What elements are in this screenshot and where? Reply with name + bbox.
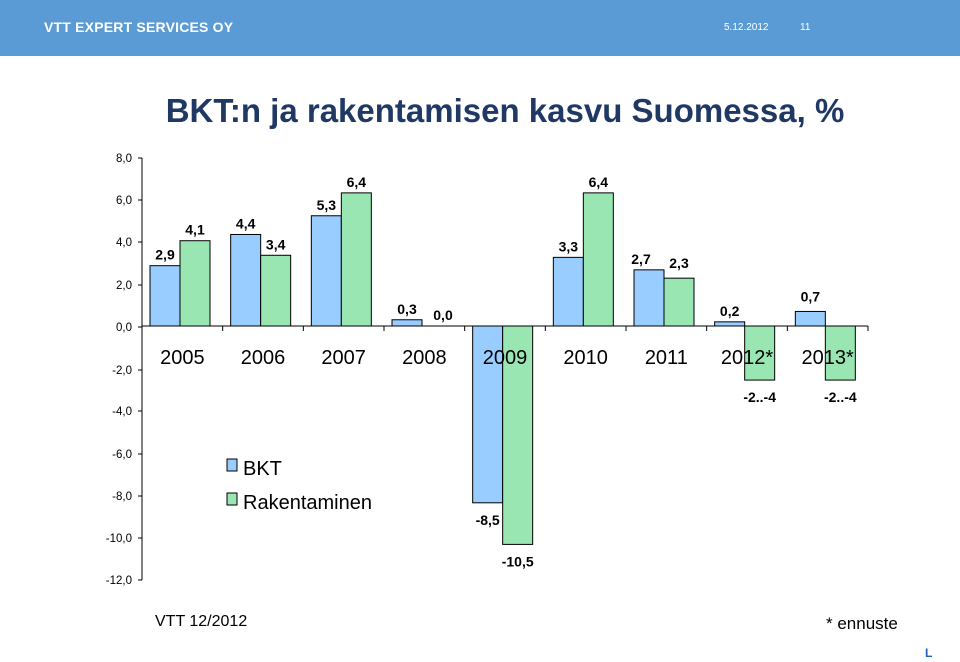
data-label: 3,3 (559, 238, 579, 254)
data-labels-group: 2,9 4,1 4,4 3,4 5,3 6,4 0,3 0,0 -8,5 -10,5 3,3 6,4 2… (155, 174, 857, 570)
y-tick-label: 6,0 (116, 195, 132, 207)
source-note: VTT 12/2012 (155, 613, 248, 630)
data-label: 0,7 (801, 288, 821, 304)
legend-swatch (226, 492, 238, 506)
legend: BKT Rakentaminen (226, 458, 372, 514)
bar-bkt (472, 325, 504, 504)
y-tick-label: -4,0 (112, 406, 132, 418)
bar-bkt (633, 269, 665, 327)
bar-bkt (714, 321, 746, 327)
bar-bkt (794, 310, 826, 327)
legend-swatch (226, 458, 238, 472)
y-tick-label: -6,0 (112, 449, 132, 461)
bar-rakentaminen (582, 192, 614, 327)
bar-rakentaminen (824, 325, 856, 381)
data-label: 4,1 (185, 222, 205, 238)
data-label: 0,0 (433, 307, 453, 323)
y-tick-label: -2,0 (112, 365, 132, 377)
header-bar: VTT EXPERT SERVICES OY 5.12.2012 11 (0, 0, 960, 56)
data-label: 2,3 (669, 255, 689, 271)
slide-date: 5.12.2012 (724, 22, 769, 33)
bars-group (149, 192, 856, 545)
x-axis: 2005 2006 2007 2008 2009 2010 2011 2012* 2013* (141, 325, 869, 369)
x-tick-label: 2005 (160, 347, 205, 369)
legend-label: Rakentaminen (243, 492, 372, 514)
bar-rakentaminen (663, 277, 695, 327)
y-tick-label: 8,0 (116, 153, 132, 165)
bar-bkt (552, 256, 584, 327)
data-label: 3,4 (266, 236, 286, 252)
bar-rakentaminen (744, 325, 776, 381)
x-tick-label: 2010 (563, 347, 608, 369)
data-label: 2,7 (631, 251, 651, 267)
page-number: 11 (800, 22, 811, 33)
data-label: -8,5 (476, 512, 500, 528)
company-name: VTT EXPERT SERVICES OY (44, 19, 234, 35)
data-label: 5,3 (317, 197, 337, 213)
y-tick-label: -12,0 (106, 575, 132, 587)
data-label: 0,2 (720, 303, 740, 319)
x-tick-label: 2006 (241, 347, 286, 369)
bar-bkt (391, 319, 423, 327)
bar-rakentaminen (260, 254, 292, 327)
page-title: BKT:n ja rakentamisen kasvu Suomessa, % (165, 92, 845, 129)
x-tick-label: 2007 (321, 347, 366, 369)
x-tick-label: 2009 (483, 347, 528, 369)
x-tick-label: 2013* (802, 347, 854, 369)
data-label: 4,4 (236, 215, 256, 231)
x-tick-label: 2012* (721, 347, 773, 369)
y-tick-label: 2,0 (116, 280, 132, 292)
y-tick-label: 4,0 (116, 237, 132, 249)
data-label: 6,4 (347, 174, 367, 190)
y-tick-label: 0,0 (116, 322, 132, 334)
bar-rakentaminen (179, 240, 211, 327)
y-tick-label: -10,0 (106, 533, 132, 545)
data-label: 2,9 (155, 247, 175, 263)
legend-label: BKT (243, 458, 282, 480)
y-tick-label: -8,0 (112, 491, 132, 503)
vtt-logo: L (925, 646, 933, 660)
data-label: -10,5 (502, 553, 534, 569)
data-label: 6,4 (589, 174, 609, 190)
x-tick-label: 2011 (645, 347, 688, 369)
data-label: -2..-4 (824, 389, 857, 405)
forecast-note: * ennuste (826, 614, 898, 633)
x-tick-label: 2008 (402, 347, 447, 369)
bar-bkt (149, 265, 181, 327)
y-axis: 8,0 6,0 4,0 2,0 0,0 -2,0 -4,0 -6,0 -8,0 -10,0 -12,… (106, 153, 143, 587)
data-label: -2..-4 (743, 389, 776, 405)
bar-bkt (230, 233, 262, 327)
bar-bkt (310, 215, 342, 327)
bar-rakentaminen (340, 192, 372, 327)
data-label: 0,3 (397, 301, 417, 317)
